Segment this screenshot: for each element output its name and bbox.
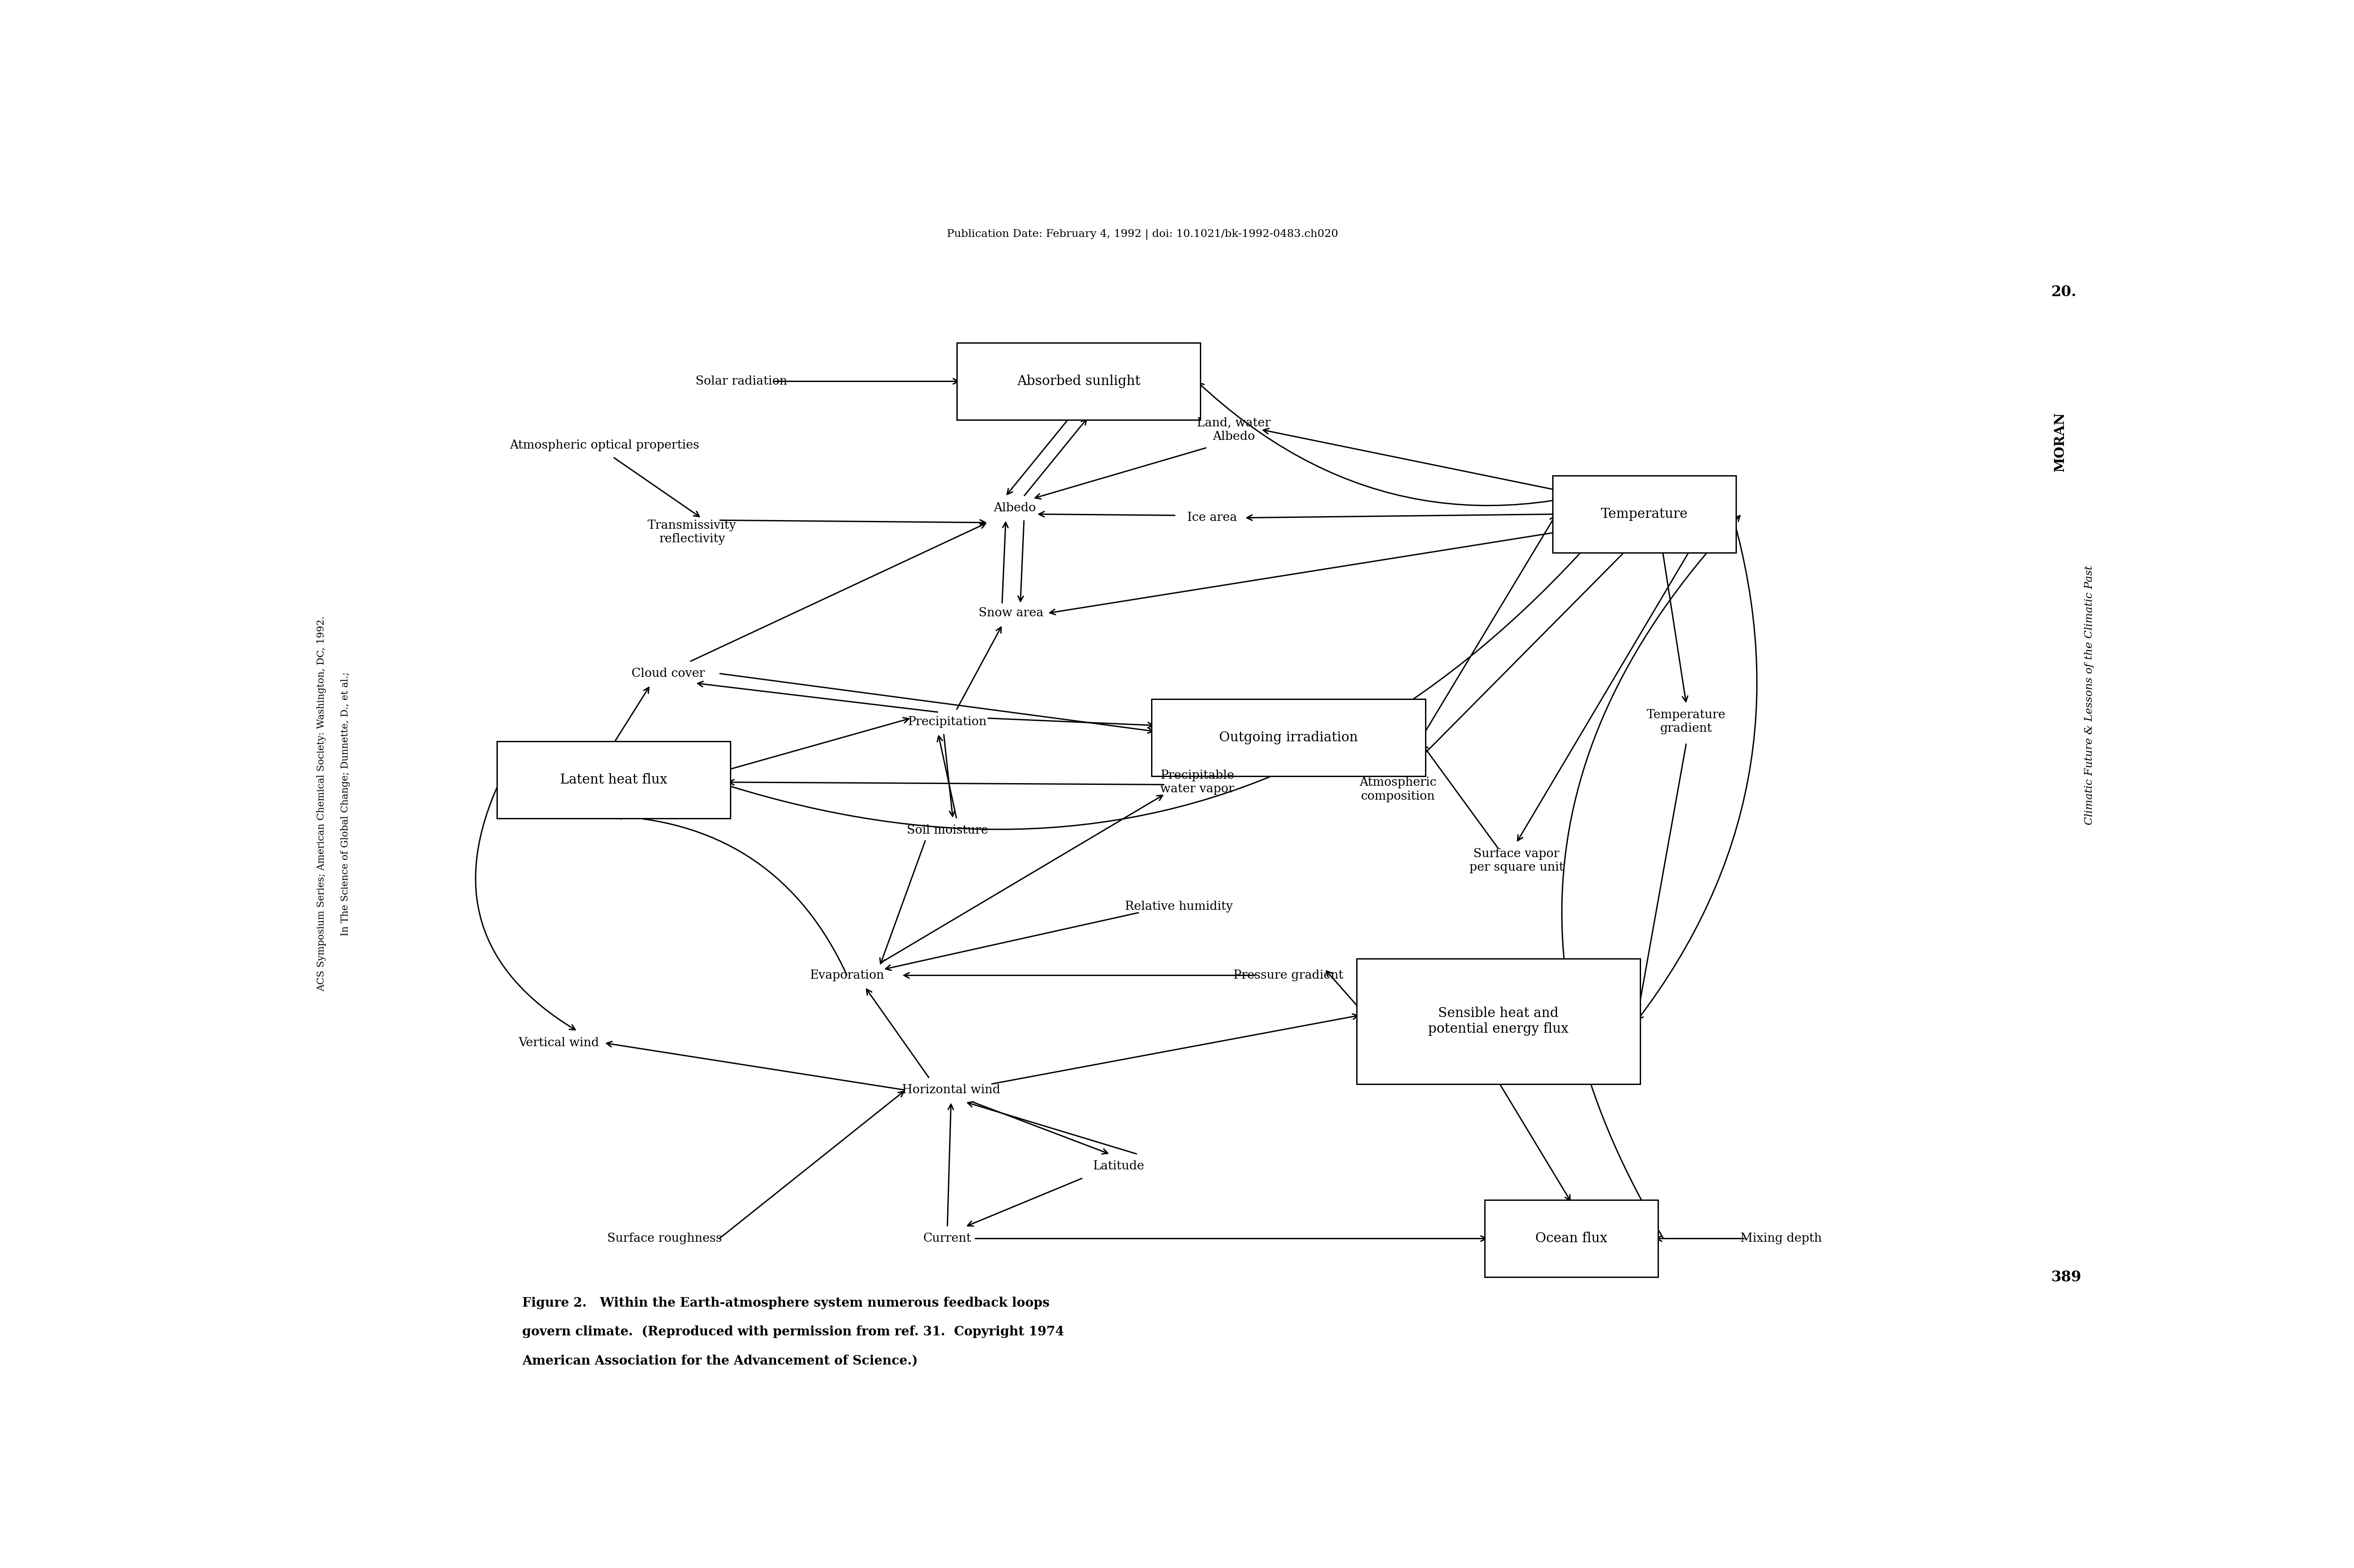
- Text: Outgoing irradiation: Outgoing irradiation: [1219, 731, 1358, 745]
- Text: Absorbed sunlight: Absorbed sunlight: [1017, 375, 1139, 389]
- Text: Latent heat flux: Latent heat flux: [560, 773, 666, 787]
- FancyBboxPatch shape: [958, 343, 1201, 420]
- Text: Land, water
Albedo: Land, water Albedo: [1196, 417, 1271, 442]
- FancyBboxPatch shape: [1485, 1200, 1657, 1278]
- Text: Evaporation: Evaporation: [810, 969, 885, 982]
- Text: Precipitation: Precipitation: [909, 717, 986, 728]
- Text: Publication Date: February 4, 1992 | doi: 10.1021/bk-1992-0483.ch020: Publication Date: February 4, 1992 | doi…: [946, 229, 1337, 240]
- Text: American Association for the Advancement of Science.): American Association for the Advancement…: [523, 1355, 918, 1367]
- Text: Solar radiation: Solar radiation: [694, 375, 786, 387]
- FancyBboxPatch shape: [497, 742, 730, 818]
- Text: Surface vapor
per square unit: Surface vapor per square unit: [1469, 848, 1563, 873]
- Text: Vertical wind: Vertical wind: [518, 1036, 600, 1049]
- Text: Atmospheric optical properties: Atmospheric optical properties: [508, 439, 699, 452]
- Text: Atmospheric
composition: Atmospheric composition: [1358, 776, 1436, 803]
- Text: 389: 389: [2050, 1270, 2081, 1284]
- Text: Ocean flux: Ocean flux: [1535, 1232, 1608, 1245]
- Text: Figure 2.   Within the Earth-atmosphere system numerous feedback loops: Figure 2. Within the Earth-atmosphere sy…: [523, 1297, 1050, 1309]
- Text: Horizontal wind: Horizontal wind: [902, 1083, 1000, 1096]
- Text: Climatic Future & Lessons of the Climatic Past: Climatic Future & Lessons of the Climati…: [2083, 566, 2095, 825]
- FancyBboxPatch shape: [1554, 475, 1735, 554]
- Text: Surface roughness: Surface roughness: [607, 1232, 723, 1245]
- FancyBboxPatch shape: [1356, 958, 1641, 1083]
- Text: In The Science of Global Change; Dunnette, D., et al.;: In The Science of Global Change; Dunnett…: [341, 673, 351, 936]
- Text: govern climate.  (Reproduced with permission from ref. 31.  Copyright 1974: govern climate. (Reproduced with permiss…: [523, 1325, 1064, 1338]
- Text: Mixing depth: Mixing depth: [1740, 1232, 1822, 1245]
- Text: 20.: 20.: [2050, 285, 2076, 299]
- Text: Temperature: Temperature: [1601, 508, 1688, 521]
- Text: MORAN: MORAN: [2053, 412, 2067, 472]
- Text: Albedo: Albedo: [993, 502, 1036, 514]
- Text: Pressure gradient: Pressure gradient: [1233, 969, 1344, 982]
- Text: Temperature
gradient: Temperature gradient: [1648, 709, 1725, 734]
- Text: Precipitable
water vapor: Precipitable water vapor: [1161, 770, 1233, 795]
- Text: Cloud cover: Cloud cover: [631, 668, 704, 679]
- Text: Relative humidity: Relative humidity: [1125, 900, 1233, 913]
- FancyBboxPatch shape: [1151, 699, 1424, 776]
- Text: ACS Symposium Series; American Chemical Society: Washington, DC, 1992.: ACS Symposium Series; American Chemical …: [318, 616, 327, 991]
- Text: Sensible heat and
potential energy flux: Sensible heat and potential energy flux: [1429, 1007, 1568, 1036]
- Text: Current: Current: [923, 1232, 972, 1245]
- Text: Ice area: Ice area: [1186, 511, 1236, 524]
- Text: Soil moisture: Soil moisture: [906, 825, 989, 836]
- Text: Latitude: Latitude: [1092, 1160, 1144, 1171]
- Text: Snow area: Snow area: [979, 607, 1043, 619]
- Text: Transmissivity
reflectivity: Transmissivity reflectivity: [647, 519, 737, 546]
